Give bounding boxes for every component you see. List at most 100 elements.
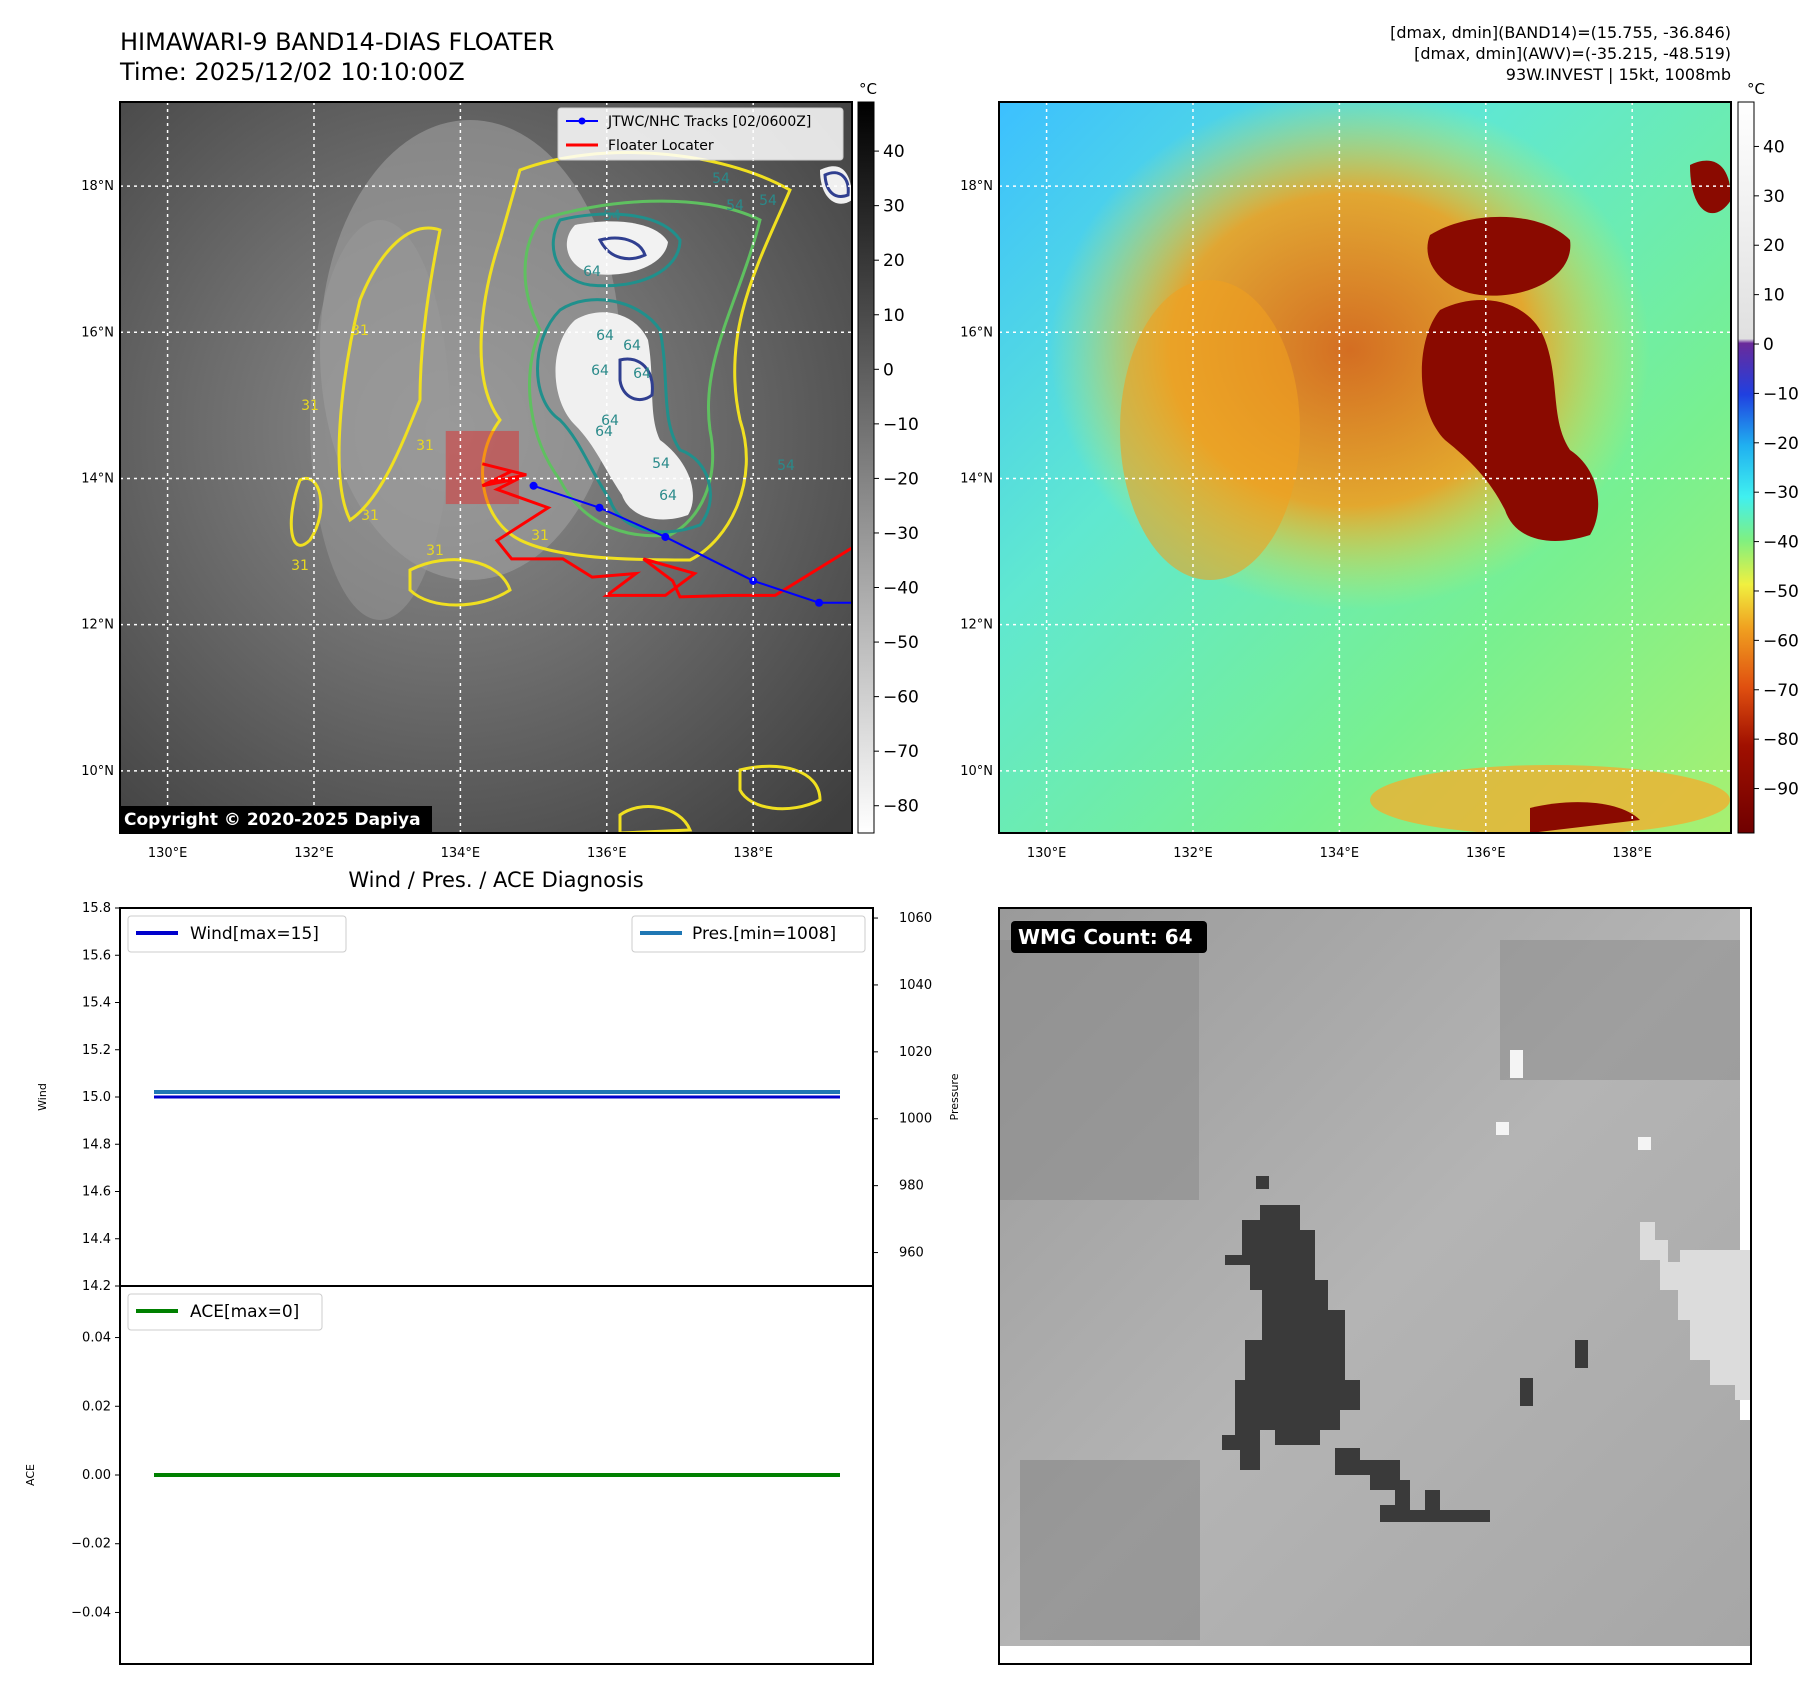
ir-contour-label: 64 <box>633 366 651 382</box>
ir-legend: JTWC/NHC Tracks [02/0600Z] Floater Locat… <box>557 107 844 161</box>
ir-contour-label: 64 <box>591 363 609 379</box>
ir-colorbar-label: −80 <box>883 797 919 817</box>
ir-cold-core <box>555 312 693 520</box>
awv-colorbar-label: −50 <box>1763 582 1799 602</box>
ir-contour-green <box>523 199 762 538</box>
pressure-legend-label: Pres.[min=1008] <box>692 924 836 944</box>
awv-cold-core <box>1427 216 1571 296</box>
awv-x-tick-label: 134°E <box>1320 846 1360 861</box>
awv-warm-region <box>1120 280 1300 580</box>
ir-x-tick-label: 136°E <box>587 846 627 861</box>
ir-y-tick-label: 10°N <box>81 764 114 779</box>
ace-y-tick-label: −0.04 <box>71 1605 111 1620</box>
ir-contour-label: 64 <box>601 413 619 429</box>
ir-contour-yellow <box>337 226 442 523</box>
ace-y-tick-label: 0.00 <box>82 1468 111 1483</box>
jtwc-track-point <box>529 481 538 490</box>
wind-y-tick-label: 14.6 <box>82 1185 111 1200</box>
copyright-text: Copyright © 2020-2025 Dapiya <box>124 810 421 830</box>
ir-contour-yellow <box>289 476 323 547</box>
ace-y-tick-label: 0.02 <box>82 1399 111 1414</box>
ir-contour-label: 64 <box>623 338 641 354</box>
figure-time: Time: 2025/12/02 10:10:00Z <box>119 58 465 86</box>
ir-colorbar-label: 40 <box>883 142 905 162</box>
awv-colorbar-label: −60 <box>1763 631 1799 651</box>
wmg-warm-region <box>999 1646 1751 1664</box>
wmg-cold-pixel <box>1520 1378 1533 1406</box>
stats-storm: 93W.INVEST | 15kt, 1008mb <box>1506 65 1731 84</box>
ir-contour-label: 31 <box>416 438 434 454</box>
ir-contour-yellow <box>408 558 512 607</box>
awv-colorbar-label: 30 <box>1763 187 1785 207</box>
ir-contour-label: 64 <box>596 328 614 344</box>
ir-contour-teal <box>551 212 682 288</box>
ir-colorbar-label: −60 <box>883 688 919 708</box>
wind-legend-label: Wind[max=15] <box>190 924 319 944</box>
pressure-y-tick-label: 960 <box>899 1246 924 1261</box>
copyright-badge: Copyright © 2020-2025 Dapiya <box>120 806 432 832</box>
ir-contour-label: 54 <box>759 193 777 209</box>
wmg-dark-band <box>999 940 1199 1200</box>
wmg-warm-pixel <box>1638 1137 1651 1150</box>
legend-floater-label: Floater Locater <box>608 138 714 154</box>
wmg-cold-pixel <box>1256 1176 1269 1189</box>
band14-ir-map: 3131313131315464645464646464646454545454… <box>81 80 919 861</box>
ir-contour-label: 54 <box>652 456 670 472</box>
pressure-y-tick-label: 980 <box>899 1179 924 1194</box>
pressure-y-tick-label: 1020 <box>899 1045 932 1060</box>
pressure-y-tick-label: 1060 <box>899 911 932 926</box>
wind-pressure-panel: Wind / Pres. / ACE Diagnosis Wind Pressu… <box>36 868 961 1294</box>
wmg-warm-pixel <box>1496 1122 1509 1135</box>
ir-contour-label: 64 <box>659 488 677 504</box>
ir-colorbar-label: 10 <box>883 306 905 326</box>
ir-contour-navy <box>823 171 850 198</box>
ir-contour-teal <box>536 298 712 534</box>
ace-legend: ACE[max=0] <box>127 1293 323 1331</box>
ir-colorbar-label: −20 <box>883 469 919 489</box>
figure-title: HIMAWARI-9 BAND14-DIAS FLOATER <box>120 28 554 56</box>
ir-contour-label: 31 <box>426 543 444 559</box>
ace-panel: ACE 0.04 0.02 0.00 −0.02 −0.04 ACE[max=0] <box>24 1285 874 1665</box>
awv-y-tick-label: 10°N <box>960 764 993 779</box>
wmg-cold-pixel <box>1575 1340 1588 1368</box>
ace-y-tick-label: −0.02 <box>71 1537 111 1552</box>
wind-y-tick-label: 15.2 <box>82 1043 111 1058</box>
ir-colorbar-label: −10 <box>883 415 919 435</box>
ir-x-tick-label: 132°E <box>294 846 334 861</box>
pressure-axis-label: Pressure <box>948 1073 961 1120</box>
ir-contour-label: 54 <box>777 458 795 474</box>
awv-colorbar-label: −80 <box>1763 730 1799 750</box>
ir-contour-label: 64 <box>583 264 601 280</box>
awv-cold-core <box>1421 300 1599 542</box>
wmg-warm-region <box>1640 1222 1751 1400</box>
awv-y-tick-label: 14°N <box>960 471 993 486</box>
ir-contour-label: 31 <box>301 398 319 414</box>
wind-y-tick-label: 14.2 <box>82 1279 111 1294</box>
wind-y-tick-label: 15.0 <box>82 1090 111 1105</box>
ace-axis-label: ACE <box>24 1464 37 1486</box>
wmg-panel: WMG Count: 64 <box>998 907 1752 1665</box>
ir-colorbar-label: −30 <box>883 524 919 544</box>
ir-contour-label: 31 <box>361 508 379 524</box>
wmg-cold-cloud <box>1222 1205 1360 1470</box>
wind-y-tick-label: 15.8 <box>82 901 111 916</box>
ace-y-tick-label: 0.04 <box>82 1331 111 1346</box>
awv-warm-region <box>1370 765 1730 833</box>
awv-colorbar: °C 40 30 20 10 0 −10 −20 −30 −40 −50 −60 −70 −80 −90 <box>1737 80 1799 834</box>
stats-band14: [dmax, dmin](BAND14)=(15.755, -36.846) <box>1390 23 1731 42</box>
ir-contour-label: 64 <box>595 424 613 440</box>
ir-contour-navy <box>597 236 647 261</box>
ir-contour-label: 54 <box>712 171 730 187</box>
diagnosis-title: Wind / Pres. / ACE Diagnosis <box>348 868 643 892</box>
wmg-dark-band <box>1500 940 1740 1080</box>
awv-color-map: 130°E 132°E 134°E 136°E 138°E 10°N 12°N 14°N 16°… <box>960 80 1799 861</box>
ir-colorbar-unit: °C <box>859 80 877 98</box>
awv-colorbar-label: −70 <box>1763 681 1799 701</box>
ir-x-tick-label: 138°E <box>733 846 773 861</box>
awv-colorbar-label: −40 <box>1763 533 1799 553</box>
awv-map-frame <box>998 101 1732 834</box>
wmg-axes-frame <box>998 907 1752 1665</box>
ir-contour-label: 31 <box>531 528 549 544</box>
awv-cold-core <box>1690 160 1731 214</box>
awv-colorbar-label: 0 <box>1763 335 1774 355</box>
